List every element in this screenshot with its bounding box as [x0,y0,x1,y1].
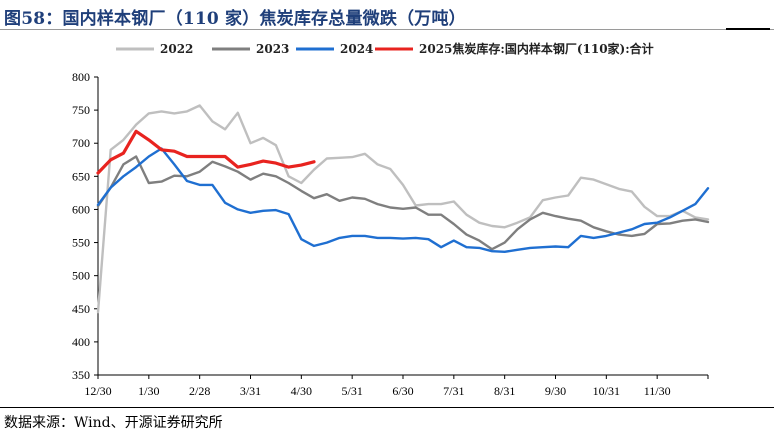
x-tick-label: 10/31 [593,384,620,398]
series-line-2022 [96,104,710,314]
x-tick-label: 5/31 [341,384,362,398]
top-right-accent-bar [726,28,770,30]
top-divider [0,29,774,30]
chart-title: 图58：国内样本钢厂（110 家）焦炭库存总量微跌（万吨） [4,9,466,29]
y-tick-label: 350 [72,368,90,382]
y-tick-label: 550 [72,236,90,250]
y-tick-label: 600 [72,202,90,216]
series-line-2025-110 [96,129,316,175]
y-tick-label: 700 [72,136,90,150]
legend-label: 2025焦炭库存:国内样本钢厂(110家):合计 [419,41,654,56]
y-tick-label: 400 [72,335,90,349]
chart-legend: 2022 2023 2024 2025焦炭库存:国内样本钢厂(110家):合计 [116,41,654,56]
x-tick-label: 11/30 [644,384,671,398]
y-tick-label: 750 [72,103,90,117]
chart-axes: 350 400 450 500 550 600 650 700 750 800 12/30 1/30 2… [72,70,709,398]
y-tick-label: 500 [72,269,90,283]
x-tick-label: 6/30 [392,384,413,398]
source-note: 数据来源：Wind、开源证券研究所 [4,415,223,431]
x-tick-label: 3/31 [240,384,261,398]
legend-label: 2023 [256,42,289,56]
x-tick-label: 9/30 [545,384,566,398]
x-tick-label: 8/31 [494,384,515,398]
y-tick-label: 650 [72,169,90,183]
x-tick-label: 1/30 [138,384,159,398]
y-tick-label: 800 [72,70,90,84]
x-tick-label: 7/31 [443,384,464,398]
chart-series-lines [96,104,710,314]
x-tick-label: 12/30 [84,384,111,398]
bottom-divider [0,407,774,408]
x-tick-label: 2/28 [189,384,210,398]
legend-label: 2022 [160,42,193,56]
x-tick-label: 4/30 [291,384,312,398]
series-line-2023 [96,155,710,251]
y-tick-label: 450 [72,302,90,316]
series-line-2024 [96,147,710,254]
legend-label: 2024 [340,42,373,56]
